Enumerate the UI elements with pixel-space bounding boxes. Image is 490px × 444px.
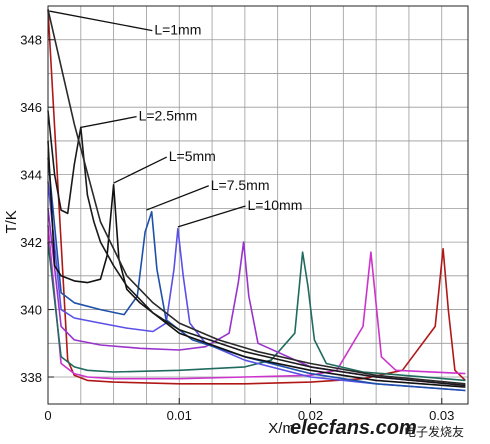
- y-tick-label: 344: [20, 168, 42, 183]
- y-tick-label: 348: [20, 33, 42, 48]
- plot-frame: [47, 5, 469, 405]
- annotation-label-2: L=2.5mm: [139, 108, 198, 124]
- annotation-label-1: L=1mm: [154, 22, 201, 38]
- x-tick-label: 0.01: [167, 408, 192, 423]
- series-line-8: [47, 110, 466, 387]
- annotation-label-5: L=10mm: [248, 197, 303, 213]
- watermark-subtext: 电子发烧友: [404, 424, 464, 439]
- watermark-text: elecfans.com: [290, 417, 417, 439]
- series-line-7: [47, 140, 466, 388]
- annotation-leader-1: [49, 10, 153, 32]
- series-line-1: [47, 9, 466, 385]
- series-group: [47, 9, 466, 392]
- x-tick-label: 0.03: [429, 408, 454, 423]
- annotation-leader-3: [113, 156, 168, 184]
- annotation-leader-5: [177, 205, 246, 228]
- watermark: elecfans.com 电子发烧友: [290, 417, 464, 439]
- x-tick-label: 0.02: [298, 408, 323, 423]
- series-line-3: [47, 242, 466, 382]
- axis-ticks: 338 340 342 344 346 348 0 0.01 0.02 0.03: [20, 33, 454, 423]
- annotations: L=1mm L=2.5mm L=5mm L=7.5mm L=10mm: [49, 10, 303, 228]
- annotation-label-4: L=7.5mm: [211, 177, 270, 193]
- x-tick-label: 0: [44, 408, 51, 423]
- y-tick-label: 346: [20, 100, 42, 115]
- series-line-5: [47, 181, 466, 392]
- annotation-leader-4: [146, 185, 209, 211]
- series-line-2: [47, 225, 466, 380]
- series-line-9: [47, 9, 466, 385]
- x-axis-label: X/m: [268, 420, 295, 437]
- y-tick-label: 342: [20, 235, 42, 250]
- y-axis-label: T/K: [3, 210, 20, 233]
- annotation-leader-2: [80, 115, 137, 129]
- y-tick-label: 340: [20, 303, 42, 318]
- annotation-label-3: L=5mm: [169, 148, 216, 164]
- series-line-6: [47, 157, 466, 392]
- y-tick-label: 338: [20, 370, 42, 385]
